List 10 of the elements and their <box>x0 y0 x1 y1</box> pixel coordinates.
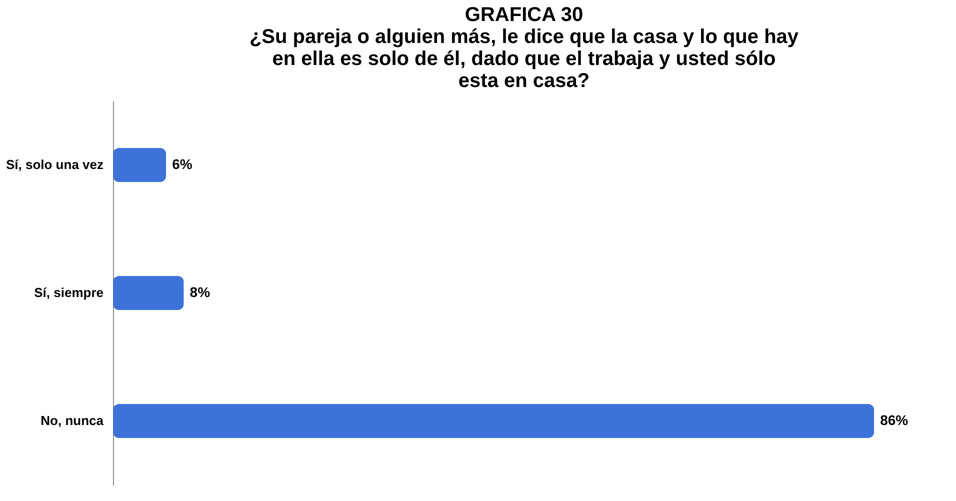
y-tick-label: No, nunca <box>40 413 104 428</box>
data-label: 6% <box>172 156 193 172</box>
data-label: 8% <box>190 284 211 300</box>
text: ¿Su pareja o alguien más, le dice que la casa y lo que hay <box>249 26 799 48</box>
y-tick-label: Sí, solo una vez <box>6 157 104 172</box>
data-label: 86% <box>880 412 909 428</box>
text: GRAFICA 30 <box>464 4 584 26</box>
text: esta en casa? <box>458 70 590 92</box>
text: en ella es solo de él, dado que el trabaja y usted sólo <box>272 48 776 70</box>
y-tick-label: Sí, siempre <box>34 285 104 300</box>
